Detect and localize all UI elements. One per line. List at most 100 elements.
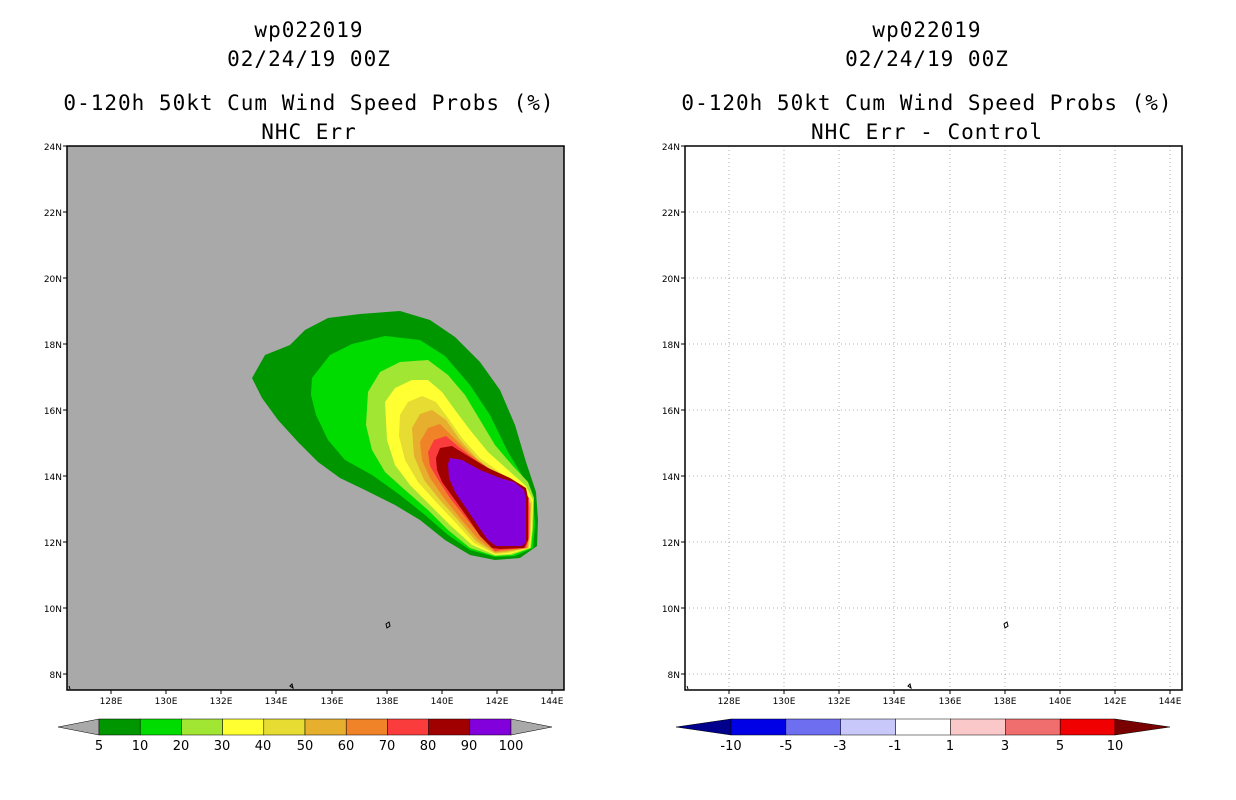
right-map-grid [685,146,1182,690]
left-y-label: 20N [44,275,62,285]
right-map-svg: 24N 22N 20N 18N 16N 14N 12N 10N 8N [662,143,1183,754]
left-x-label: 136E [321,697,344,707]
right-colorbar-swatch [895,718,951,736]
right-x-label: 142E [1104,697,1127,707]
left-title-date: 02/24/19 00Z [227,47,391,71]
left-x-label: 144E [541,697,564,707]
left-x-label: 138E [376,697,399,707]
right-x-label: 144E [1159,697,1182,707]
right-colorbar-label: 1 [946,739,954,754]
right-x-label: 128E [718,697,741,707]
right-colorbar-swatch [840,718,896,736]
left-colorbar-swatch [304,718,347,736]
left-map-frame [66,145,565,691]
right-colorbar-extend-left [675,718,732,736]
left-y-label: 18N [44,341,62,351]
right-x-label: 132E [828,697,851,707]
right-x-label: 138E [994,697,1017,707]
right-colorbar-label: 5 [1056,739,1064,754]
left-colorbar-label: 70 [379,739,396,754]
left-island-2 [289,683,294,690]
left-colorbar-label: 10 [132,739,149,754]
right-colorbar-swatches [730,718,1116,736]
right-colorbar-label: -3 [834,739,847,754]
right-colorbar-label: -5 [780,739,793,754]
left-colorbar-label: 50 [297,739,314,754]
right-y-label: 24N [662,143,680,153]
left-x-label: 134E [265,697,288,707]
left-colorbar-label: 80 [420,739,437,754]
left-y-label: 8N [50,671,62,681]
left-map-svg: 24N 22N 20N 18N 16N 14N 12N 10N 8N [44,143,565,754]
right-x-label: 134E [883,697,906,707]
left-title-storm: wp022019 [254,18,364,42]
right-colorbar-label: -10 [720,739,741,754]
left-x-label: 132E [210,697,233,707]
left-colorbar-label: 20 [173,739,190,754]
right-colorbar-label: 3 [1001,739,1009,754]
right-island-3 [686,685,689,690]
left-colorbar-swatch [222,718,265,736]
right-colorbar-label: 10 [1107,739,1124,754]
right-map-frame [684,145,1183,691]
left-island-3 [68,685,71,690]
left-colorbar-extend-left [57,718,100,736]
right-colorbar-swatch [785,718,841,736]
right-y-label: 20N [662,275,680,285]
right-y-label: 10N [662,605,680,615]
left-colorbar: 5 10 20 30 40 50 60 70 80 90 100 [57,718,553,754]
right-map-background [685,146,1182,690]
left-island-1 [385,621,391,629]
left-colorbar-label: 60 [338,739,355,754]
right-y-label: 18N [662,341,680,351]
right-colorbar-extend-right [1114,718,1171,736]
left-colorbar-swatch [98,718,141,736]
right-colorbar-labels: -10 -5 -3 -1 1 3 5 10 [720,739,1123,754]
left-x-label: 128E [100,697,123,707]
left-colorbar-swatch [469,718,512,736]
left-colorbar-label: 90 [461,739,478,754]
left-colorbar-label: 5 [95,739,103,754]
left-colorbar-swatches [98,718,512,736]
right-x-label: 130E [773,697,796,707]
left-colorbar-labels: 5 10 20 30 40 50 60 70 80 90 100 [95,739,524,754]
left-y-axis: 24N 22N 20N 18N 16N 14N 12N 10N 8N [44,143,67,681]
left-y-label: 22N [44,209,62,219]
left-y-label: 16N [44,407,62,417]
left-colorbar-label: 100 [499,739,524,754]
left-colorbar-label: 30 [214,739,231,754]
left-y-label: 10N [44,605,62,615]
right-y-label: 14N [662,473,680,483]
right-island-2 [907,683,912,690]
right-x-label: 140E [1049,697,1072,707]
right-panel: wp022019 02/24/19 00Z 0-120h 50kt Cum Wi… [618,0,1236,800]
right-y-label: 12N [662,539,680,549]
right-title-product: 0-120h 50kt Cum Wind Speed Probs (%) [681,91,1173,115]
left-colorbar-swatch [428,718,471,736]
left-colorbar-label: 40 [255,739,272,754]
left-colorbar-swatch [263,718,306,736]
left-x-label: 142E [486,697,509,707]
right-colorbar-swatch [1059,718,1116,736]
right-title-storm: wp022019 [872,18,982,42]
right-x-label: 136E [939,697,962,707]
left-colorbar-swatch [139,718,182,736]
left-colorbar-swatch [345,718,388,736]
left-y-label: 12N [44,539,62,549]
left-y-label: 14N [44,473,62,483]
left-y-label: 24N [44,143,62,153]
left-colorbar-swatch [387,718,429,736]
right-title-date: 02/24/19 00Z [845,47,1009,71]
right-colorbar-swatch [730,718,787,736]
right-colorbar: -10 -5 -3 -1 1 3 5 10 [675,718,1171,754]
right-colorbar-swatch [950,718,1006,736]
right-island-1 [1003,621,1009,629]
right-y-label: 22N [662,209,680,219]
prob-contour-90 [448,458,526,546]
left-colorbar-swatch [181,718,223,736]
right-colorbar-label: -1 [889,739,902,754]
left-title-sub: NHC Err [261,120,357,144]
right-y-axis: 24N 22N 20N 18N 16N 14N 12N 10N 8N [662,143,685,681]
left-title-product: 0-120h 50kt Cum Wind Speed Probs (%) [63,91,555,115]
left-x-label: 140E [431,697,454,707]
